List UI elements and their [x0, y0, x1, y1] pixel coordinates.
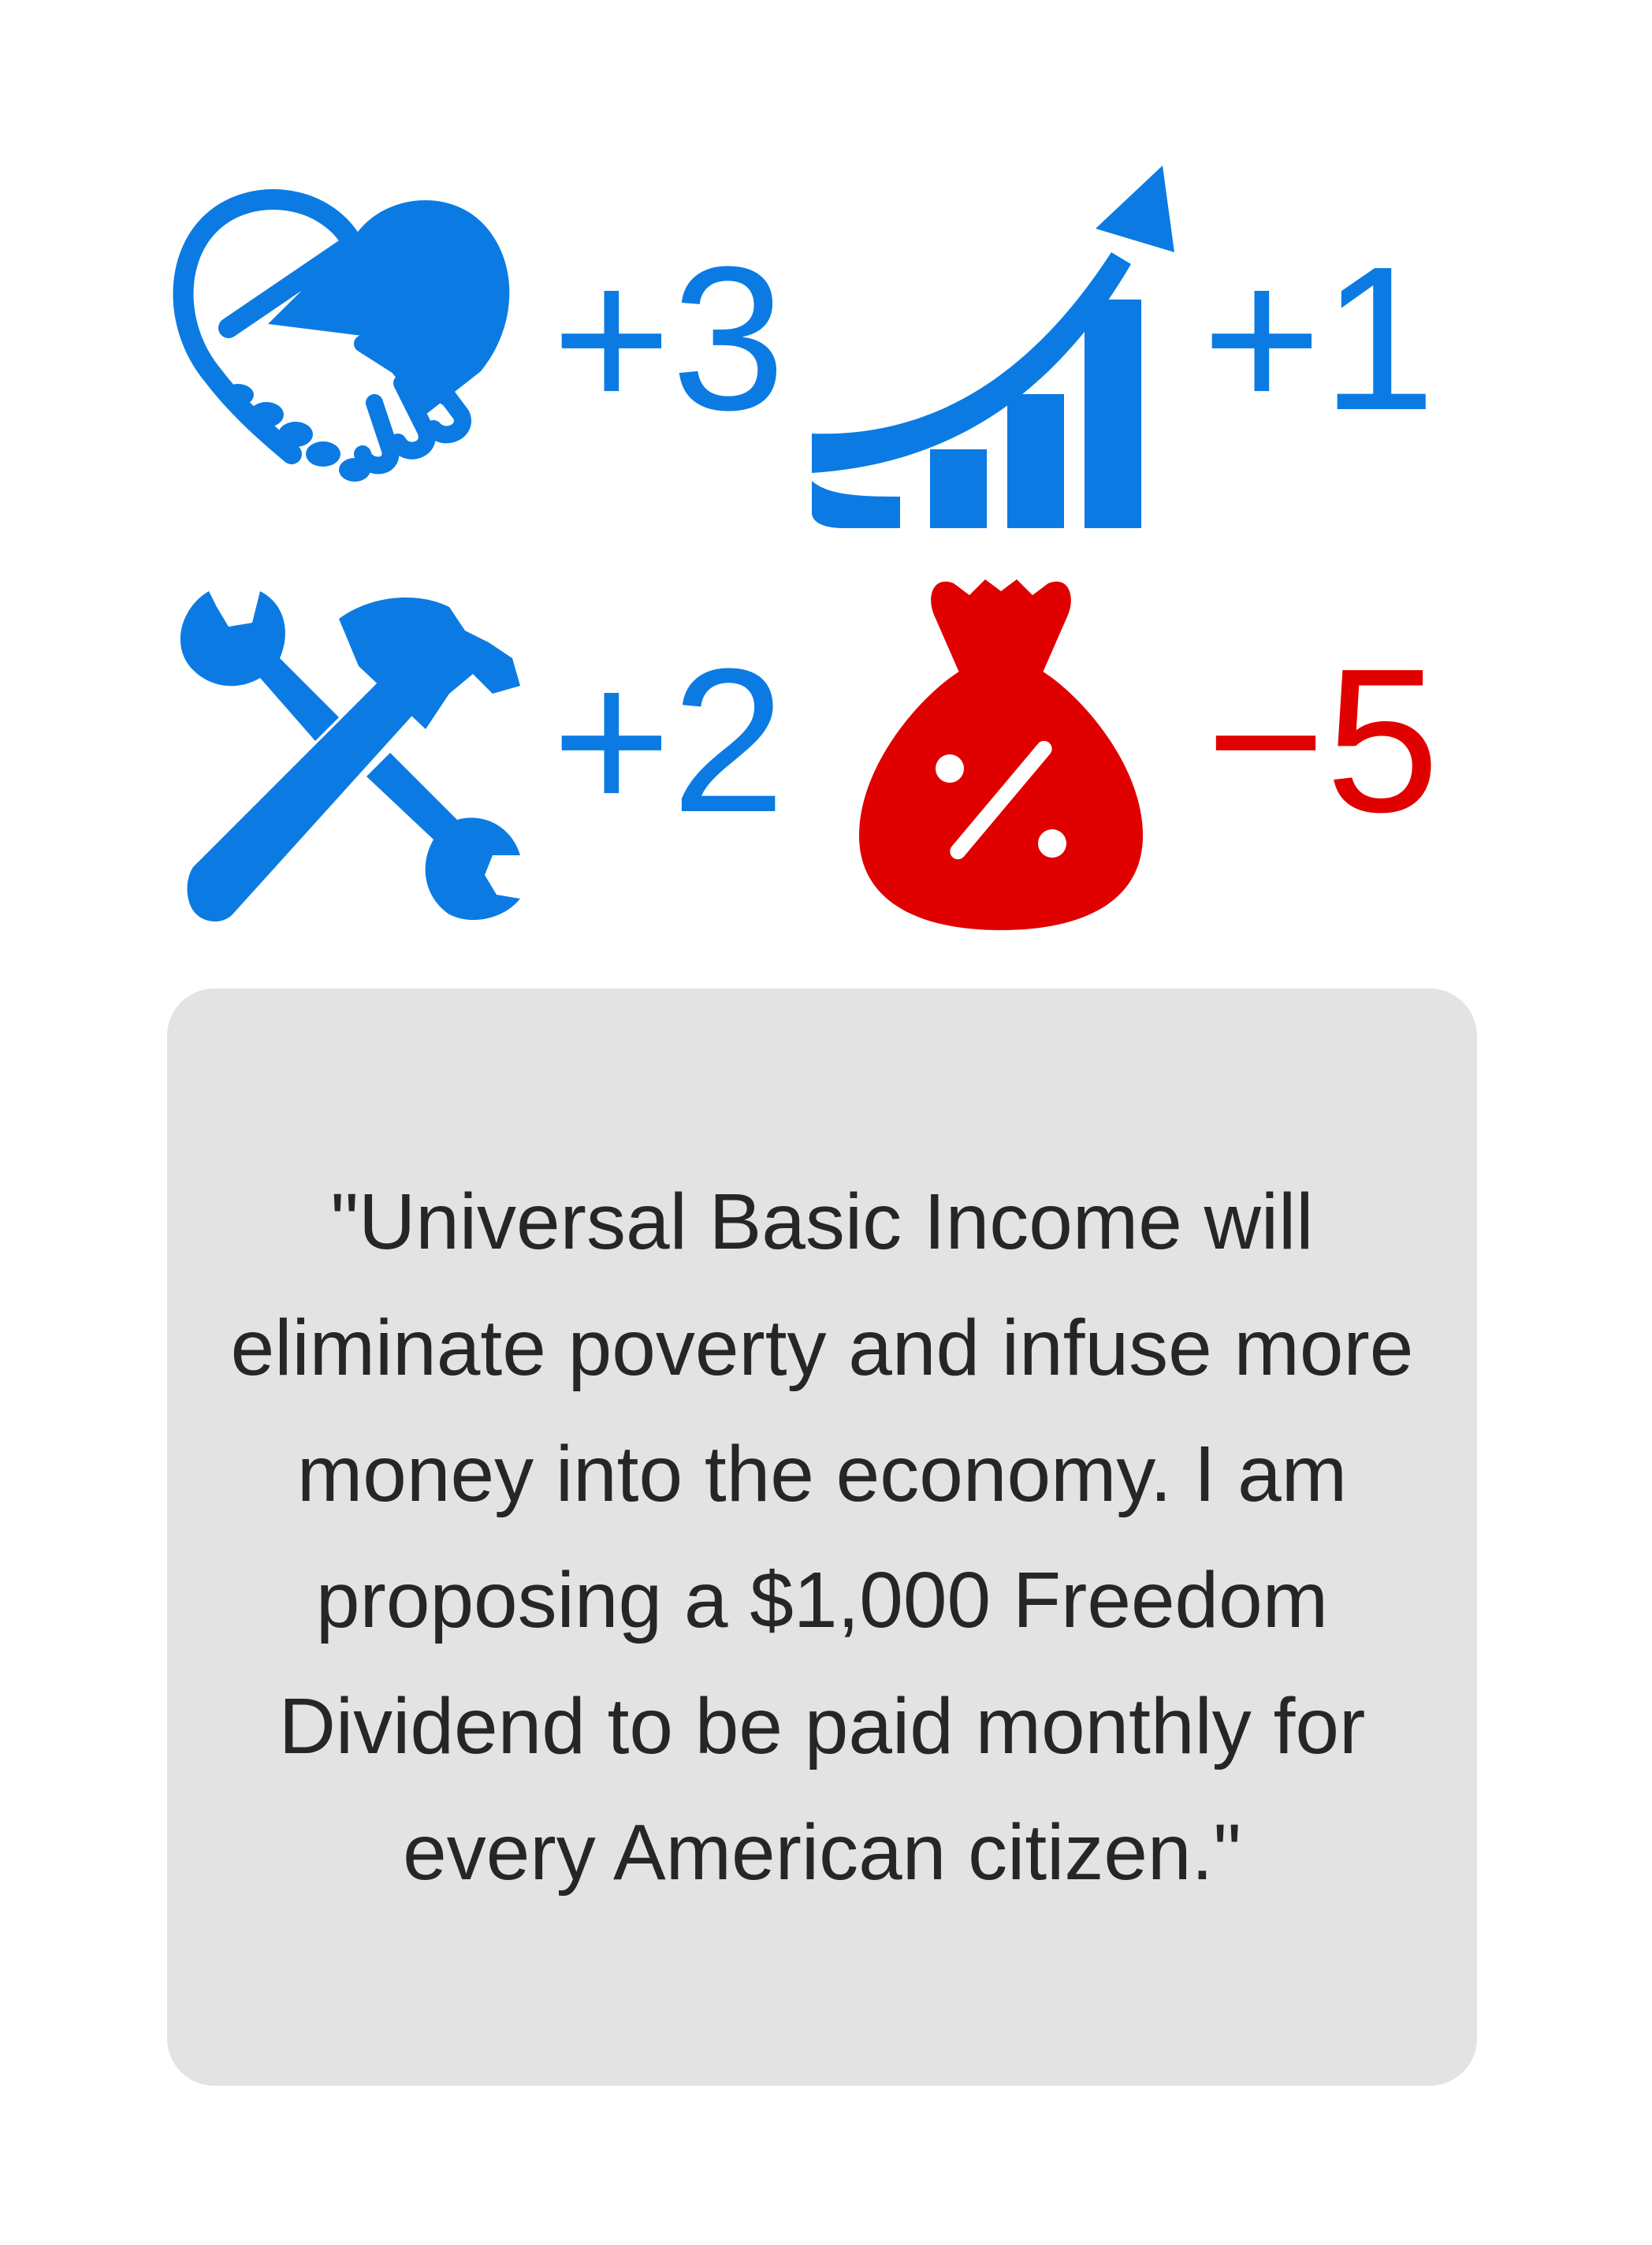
quote-card: "Universal Basic Income will eliminate p…: [167, 988, 1477, 2086]
stat-value-economy: +1: [1202, 225, 1436, 453]
handshake-heart-icon: [166, 178, 528, 509]
growth-chart-icon: [812, 166, 1182, 528]
quote-text: "Universal Basic Income will eliminate p…: [230, 1178, 1414, 1897]
stat-value-budget: −5: [1206, 627, 1440, 855]
stat-value-relationships: +3: [552, 225, 786, 453]
money-bag-icon: [859, 568, 1143, 930]
tools-icon: [166, 575, 528, 922]
stat-value-jobs: +2: [552, 627, 786, 855]
